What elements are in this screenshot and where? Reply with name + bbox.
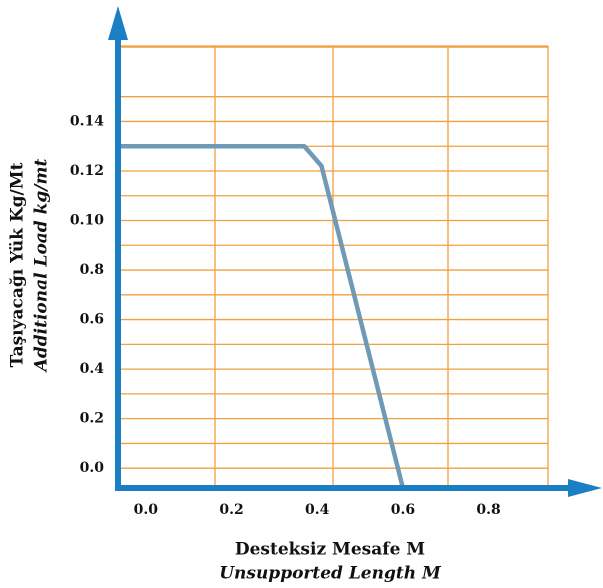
y-axis-arrow bbox=[108, 6, 128, 40]
x-tick-label: 0.8 bbox=[476, 502, 500, 518]
y-tick-label: 0.10 bbox=[70, 213, 104, 229]
x-axis-label: Unsupported Length M bbox=[219, 564, 442, 584]
y-tick-label: 0.8 bbox=[80, 262, 104, 278]
y-tick-label: 0.2 bbox=[80, 411, 104, 427]
y-tick-label: 0.12 bbox=[70, 163, 104, 179]
x-tick-label: 0.6 bbox=[391, 502, 415, 518]
x-tick-label: 0.2 bbox=[219, 502, 243, 518]
grid bbox=[214, 46, 549, 488]
data-line bbox=[115, 143, 406, 491]
y-axis-label: Taşıyacağı Yük Kg/Mt bbox=[8, 162, 28, 367]
x-axis-arrow bbox=[568, 479, 602, 497]
x-tick-label: 0.4 bbox=[305, 502, 330, 518]
y-tick-label: 0.6 bbox=[80, 312, 104, 328]
y-tick-label: 0.4 bbox=[80, 361, 105, 377]
y-axis-label: Additional Load kg/mt bbox=[32, 159, 52, 374]
y-tick-label: 0.0 bbox=[80, 460, 105, 476]
x-tick-label: 0.0 bbox=[134, 502, 159, 518]
y-tick-label: 0.14 bbox=[70, 113, 104, 129]
x-axis-label: Desteksiz Mesafe M bbox=[235, 540, 425, 560]
